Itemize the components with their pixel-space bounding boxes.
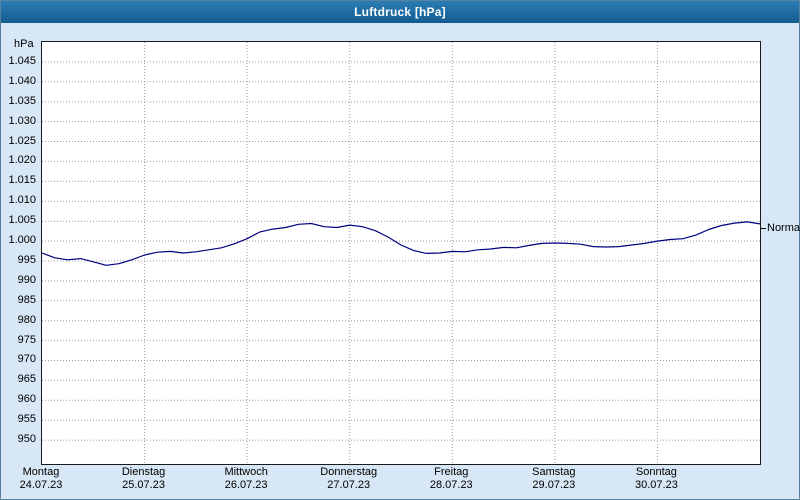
y-tick-label: 1.040: [8, 74, 36, 87]
y-tick-label: 1.010: [8, 194, 36, 207]
x-day-label: Donnerstag 27.07.23: [298, 466, 400, 492]
x-day-label: Samstag 29.07.23: [503, 466, 605, 492]
normal-marker: Normal: [761, 222, 800, 234]
x-day-label: Mittwoch 26.07.23: [195, 466, 297, 492]
y-tick-label: 1.025: [8, 134, 36, 147]
x-day-name: Dienstag: [121, 466, 166, 478]
chart-region: hPa 1.045 1.040 1.035 1.030 1.025 1.020 1.015 1…: [0, 23, 800, 499]
normal-marker-label: Normal: [767, 222, 800, 235]
plot-area: [41, 41, 761, 465]
x-day-name: Montag: [22, 466, 60, 478]
y-tick-label: 990: [17, 273, 36, 286]
y-tick-label: 1.015: [8, 174, 36, 187]
x-day-name: Freitag: [434, 466, 469, 478]
x-day-name: Donnerstag: [320, 466, 378, 478]
title-bar: Luftdruck [hPa]: [1, 1, 799, 23]
y-tick-label: 955: [17, 413, 36, 426]
x-day-label: Dienstag 25.07.23: [93, 466, 195, 492]
y-tick-label: 970: [17, 353, 36, 366]
y-axis-unit-label: hPa: [14, 38, 34, 50]
y-tick-label: 1.005: [8, 214, 36, 227]
y-tick-label: 1.020: [8, 154, 36, 167]
y-tick-label: 980: [17, 313, 36, 326]
x-day-date: 27.07.23: [327, 479, 371, 491]
x-day-name: Sonntag: [635, 466, 677, 478]
x-day-date: 24.07.23: [19, 479, 63, 491]
y-tick-label: 1.030: [8, 114, 36, 127]
y-tick-label: 965: [17, 373, 36, 386]
normal-tick-icon: [761, 227, 766, 229]
x-day-label: Freitag 28.07.23: [400, 466, 502, 492]
x-day-label: Sonntag 30.07.23: [605, 466, 707, 492]
y-tick-label: 950: [17, 433, 36, 446]
x-day-date: 25.07.23: [122, 479, 165, 491]
x-day-date: 29.07.23: [532, 479, 576, 491]
y-tick-label: 975: [17, 333, 36, 346]
y-tick-label: 995: [17, 253, 36, 266]
x-day-date: 26.07.23: [224, 479, 268, 491]
y-tick-label: 1.035: [8, 94, 36, 107]
x-day-date: 28.07.23: [429, 479, 473, 491]
y-tick-label: 1.000: [8, 234, 36, 247]
x-day-name: Mittwoch: [224, 466, 268, 478]
chart-title: Luftdruck [hPa]: [354, 5, 446, 19]
pressure-line-chart: [42, 42, 760, 464]
x-day-date: 30.07.23: [635, 479, 678, 491]
y-tick-label: 960: [17, 393, 36, 406]
y-tick-label: 985: [17, 293, 36, 306]
x-day-name: Samstag: [532, 466, 576, 478]
x-day-label: Montag 24.07.23: [0, 466, 92, 492]
y-tick-label: 1.045: [8, 54, 36, 67]
